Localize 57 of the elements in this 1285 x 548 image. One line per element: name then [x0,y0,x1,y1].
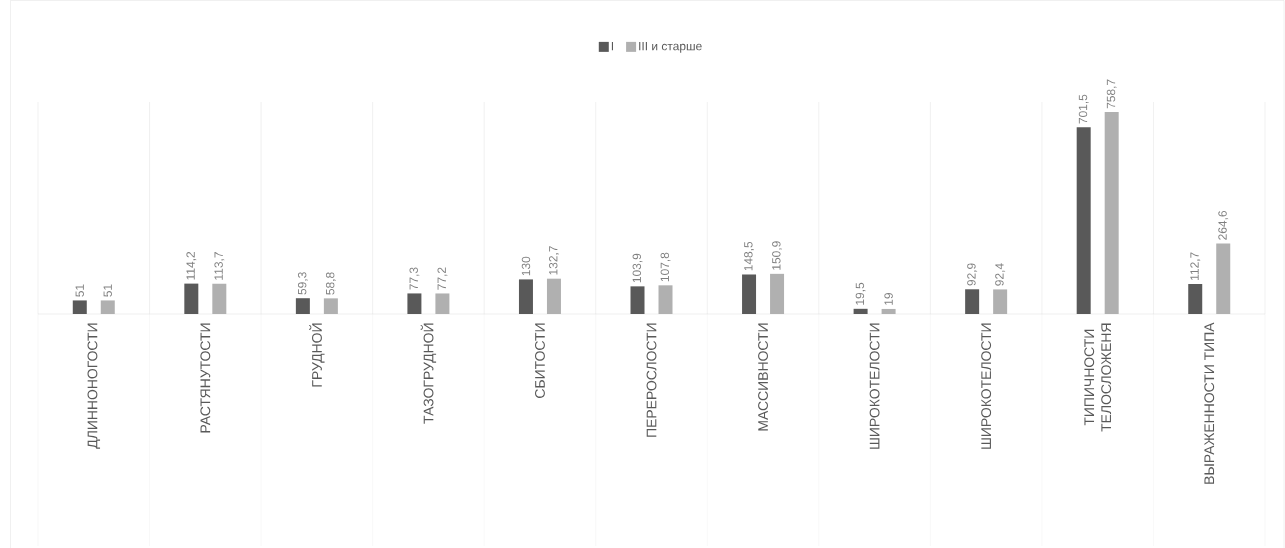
data-label: 92,4 [995,263,1006,286]
data-label: 103,9 [632,253,643,283]
data-label: 51 [75,284,84,297]
data-label: 92,9 [967,263,978,286]
bar [323,298,338,314]
bar [1188,284,1203,314]
x-tick-label: ДЛИННОНОГОСТИ [87,323,101,449]
data-label: 19 [884,293,893,305]
data-label: 58,8 [325,272,336,295]
x-tick-label: ШИРОКОТЕЛОСТИ [869,323,880,449]
x-tick-label: РАСТЯНУТОСТИ [200,323,211,433]
bar [1076,127,1091,314]
x-tick-label: ВЫРАЖЕННОСТИ ТИПА [1204,322,1215,484]
data-label: 19,5 [855,282,866,305]
bar [407,293,422,314]
data-label: 132,7 [549,246,559,275]
bar [993,289,1008,314]
bar [72,300,87,314]
data-label: 114,2 [186,251,197,280]
data-label: 148,5 [744,241,754,271]
data-label: 77,3 [409,267,420,290]
x-tick-label: ТИПИЧНОСТИ ТЕЛОСЛОЖЕНЯ [1084,323,1112,432]
bar [770,273,785,314]
data-label: 112,7 [1190,252,1201,280]
data-label: 113,7 [214,252,225,280]
legend-label: I [611,42,613,51]
bar [435,293,450,314]
x-tick-label: ШИРОКОТЕЛОСТИ [981,323,992,449]
x-tick-label: СБИТОСТИ [535,323,545,398]
bar [184,283,199,314]
data-label: 758,7 [1106,79,1117,109]
data-label: 130 [521,256,531,276]
bar [1216,243,1231,314]
bar [630,286,645,314]
bar [853,308,868,314]
data-label: 59,3 [297,272,308,295]
bar [546,278,561,314]
bar [1104,112,1119,314]
bar [881,308,896,314]
data-label: 264,6 [1218,210,1229,240]
data-label: 701,5 [1078,94,1089,124]
bar [658,285,673,314]
x-tick-label: ТАЗОГРУДНОЙ [420,323,437,424]
bar [518,279,533,314]
legend-label: III и старше [639,42,702,53]
x-tick-label: ПЕРЕРОСЛОСТИ [646,323,657,437]
bar [212,283,227,314]
data-label: 77,2 [437,267,448,290]
data-label: 150,9 [772,241,782,270]
x-tick-label: МАССИВНОСТИ [758,323,768,431]
bar [295,298,310,314]
data-label: 107,8 [660,252,671,282]
bar [742,274,757,314]
x-tick-label: ГРУДНОЙ [309,323,325,387]
bar [965,289,980,314]
bar [100,300,115,314]
data-label: 51 [103,284,112,297]
